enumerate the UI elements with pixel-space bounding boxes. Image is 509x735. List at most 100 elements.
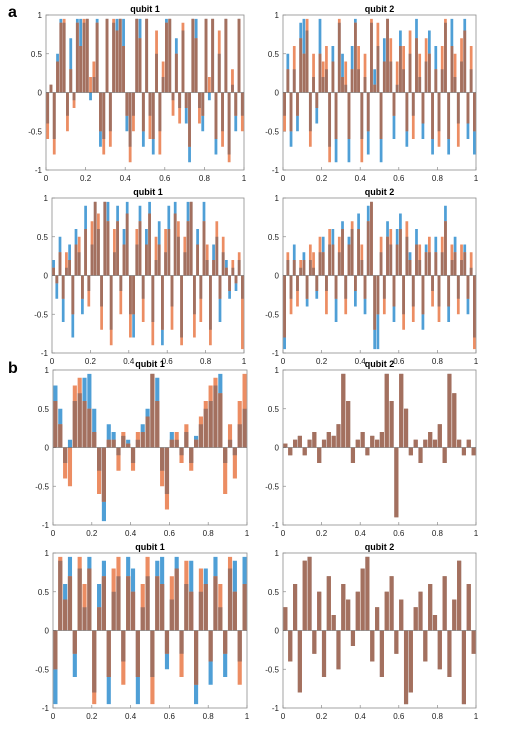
x-tick-label: 0.6: [393, 712, 405, 721]
bar-series-2: [119, 275, 123, 315]
bar-overlap: [289, 275, 293, 299]
bar-overlap: [283, 607, 288, 631]
bars: [46, 18, 244, 163]
bar-overlap: [442, 447, 447, 463]
bar-overlap: [395, 84, 399, 93]
bar-overlap: [199, 275, 203, 299]
bar-overlap: [389, 244, 393, 276]
bar-overlap: [328, 92, 332, 147]
bar-overlap: [237, 260, 241, 276]
bar-overlap: [121, 435, 126, 448]
bar-overlap: [178, 92, 182, 108]
bar-overlap: [302, 447, 307, 456]
bar-overlap: [135, 439, 140, 448]
bar-overlap: [350, 229, 354, 276]
bar-overlap: [58, 560, 63, 631]
bar-overlap: [198, 424, 203, 448]
bar-series-2: [231, 69, 234, 93]
bar-overlap: [463, 252, 467, 276]
y-tick-label: -0.5: [35, 665, 49, 674]
bar-overlap: [135, 630, 140, 677]
bar-overlap: [421, 275, 425, 315]
bar-overlap: [81, 275, 84, 299]
bar-overlap: [72, 92, 76, 101]
bar-overlap: [370, 22, 373, 93]
subplot-8: qubit 210.50-0.5-10 0.2 0.4 0.6 0.8 1: [265, 542, 479, 721]
x-tick-label: 0.2: [85, 357, 97, 366]
x-tick-label: 0.4: [120, 174, 132, 183]
subplot-title: qubit 1: [135, 359, 165, 369]
bars: [53, 556, 247, 705]
bar-overlap: [140, 607, 145, 631]
x-tick-label: 0.4: [125, 712, 137, 721]
bar-series-2: [207, 77, 211, 93]
bar-series-2: [453, 53, 457, 93]
bar-overlap: [141, 92, 145, 132]
bar-overlap: [428, 584, 433, 631]
bar-overlap: [79, 46, 83, 93]
bar-overlap: [297, 435, 302, 448]
y-tick-label: 0.5: [268, 588, 280, 597]
bar-overlap: [363, 275, 367, 299]
bar-overlap: [360, 92, 364, 139]
bar-overlap: [392, 92, 396, 116]
bar-overlap: [466, 92, 470, 124]
bar-series-1: [373, 69, 377, 93]
bar-overlap: [471, 630, 476, 654]
bar-overlap: [148, 213, 151, 276]
panel-label-b: b: [8, 360, 18, 377]
bar-overlap: [337, 252, 341, 276]
y-tick-label: -1: [35, 166, 43, 175]
bar-overlap: [181, 30, 185, 93]
subplot-2: qubit 210.50-0.5-10 0.2 0.4 0.6 0.8 1: [265, 4, 479, 183]
bar-overlap: [130, 591, 136, 631]
bar-overlap: [198, 92, 201, 108]
bar-overlap: [286, 260, 290, 276]
bar-overlap: [215, 236, 219, 276]
bar-overlap: [198, 591, 203, 631]
bar-series-1: [207, 92, 211, 101]
bar-overlap: [186, 221, 190, 276]
bar-overlap: [71, 275, 75, 315]
x-tick-label: 0: [44, 174, 49, 183]
bar-overlap: [227, 568, 233, 631]
y-tick-label: 0: [45, 627, 50, 636]
bar-overlap: [283, 92, 286, 116]
x-tick-label: 1: [245, 712, 250, 721]
y-tick-label: 0.5: [268, 50, 280, 59]
bar-overlap: [307, 439, 312, 448]
bar-overlap: [218, 607, 223, 631]
bar-overlap: [155, 401, 160, 448]
x-tick-label: 0.4: [355, 712, 367, 721]
bar-series-2: [232, 447, 237, 479]
bar-series-2: [171, 92, 175, 116]
bar-overlap: [334, 92, 338, 139]
bar-overlap: [128, 92, 132, 147]
y-tick-label: 1: [275, 11, 280, 20]
bar-overlap: [325, 275, 328, 291]
x-tick-label: 0.8: [203, 712, 215, 721]
bar-overlap: [366, 92, 370, 132]
bar-overlap: [202, 221, 206, 276]
bar-overlap: [240, 92, 244, 116]
bar-series-2: [418, 53, 422, 93]
bar-overlap: [431, 275, 434, 291]
subplot-5: qubit 110.50-0.5-10 0.2 0.4 0.6 0.8 1: [35, 359, 250, 538]
bar-overlap: [171, 92, 175, 101]
bar-overlap: [58, 424, 63, 448]
bar-overlap: [132, 92, 135, 116]
bar-overlap: [331, 615, 336, 631]
y-tick-label: 0: [275, 627, 280, 636]
bar-overlap: [302, 560, 307, 631]
bar-overlap: [384, 591, 389, 631]
bar-overlap: [452, 599, 457, 631]
x-tick-label: 0.4: [355, 529, 367, 538]
bar-overlap: [392, 275, 396, 307]
bar-overlap: [437, 275, 441, 307]
bar-overlap: [201, 92, 205, 116]
y-tick-label: -0.5: [265, 482, 279, 491]
bar-overlap: [105, 18, 109, 93]
bar-overlap: [125, 92, 129, 116]
bar-overlap: [77, 568, 82, 631]
bar-overlap: [341, 229, 344, 276]
